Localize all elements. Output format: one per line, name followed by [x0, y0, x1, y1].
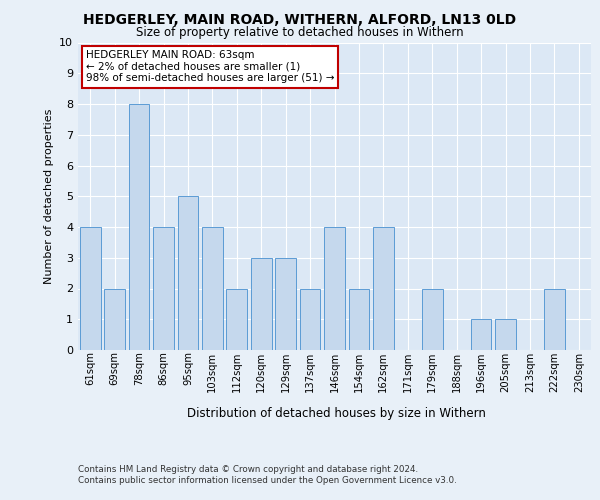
Y-axis label: Number of detached properties: Number of detached properties: [44, 108, 53, 284]
Bar: [128, 104, 149, 350]
Bar: [226, 288, 247, 350]
Bar: [373, 227, 394, 350]
Bar: [544, 288, 565, 350]
Bar: [104, 288, 125, 350]
Bar: [299, 288, 320, 350]
Bar: [153, 227, 174, 350]
Bar: [324, 227, 345, 350]
Text: Contains public sector information licensed under the Open Government Licence v3: Contains public sector information licen…: [78, 476, 457, 485]
Bar: [80, 227, 101, 350]
Text: HEDGERLEY MAIN ROAD: 63sqm
← 2% of detached houses are smaller (1)
98% of semi-d: HEDGERLEY MAIN ROAD: 63sqm ← 2% of detac…: [86, 50, 334, 84]
Bar: [495, 320, 516, 350]
Text: Contains HM Land Registry data © Crown copyright and database right 2024.: Contains HM Land Registry data © Crown c…: [78, 465, 418, 474]
Bar: [349, 288, 370, 350]
Bar: [251, 258, 272, 350]
Bar: [178, 196, 199, 350]
Bar: [202, 227, 223, 350]
Bar: [422, 288, 443, 350]
Text: Size of property relative to detached houses in Withern: Size of property relative to detached ho…: [136, 26, 464, 39]
Text: Distribution of detached houses by size in Withern: Distribution of detached houses by size …: [187, 408, 485, 420]
Bar: [470, 320, 491, 350]
Text: HEDGERLEY, MAIN ROAD, WITHERN, ALFORD, LN13 0LD: HEDGERLEY, MAIN ROAD, WITHERN, ALFORD, L…: [83, 12, 517, 26]
Bar: [275, 258, 296, 350]
